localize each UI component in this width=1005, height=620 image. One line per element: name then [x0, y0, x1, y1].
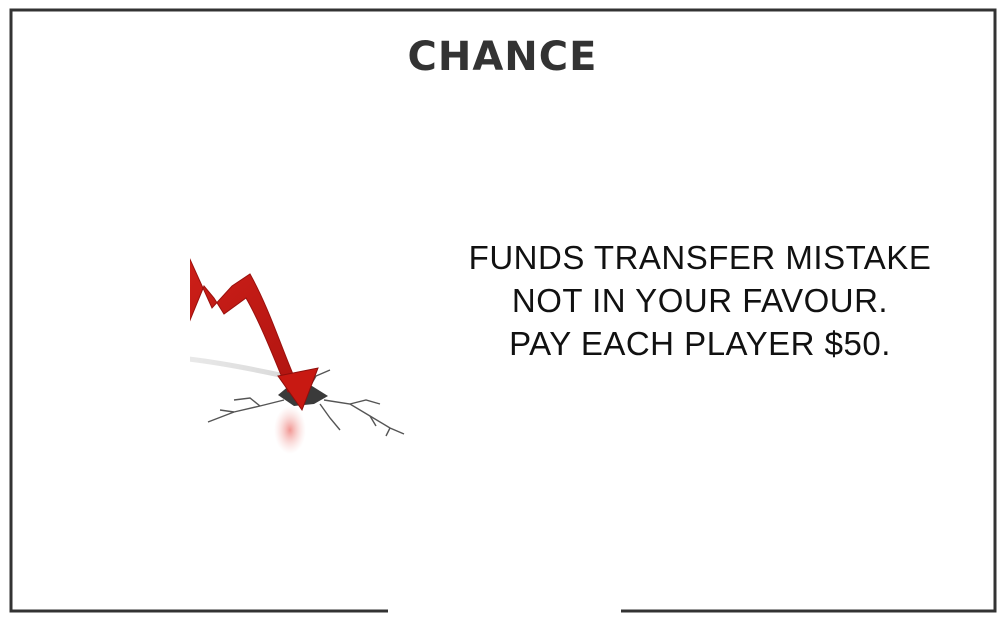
- message-line-2: NOT IN YOUR FAVOUR.: [511, 282, 889, 319]
- card-message: FUNDS TRANSFER MISTAKE NOT IN YOUR FAVOU…: [430, 236, 970, 365]
- message-line-3: PAY EACH PLAYER $50.: [509, 325, 891, 362]
- falling-arrow-crack-icon: [190, 258, 405, 454]
- card-title: CHANCE: [407, 34, 598, 80]
- message-line-1: FUNDS TRANSFER MISTAKE: [468, 239, 932, 276]
